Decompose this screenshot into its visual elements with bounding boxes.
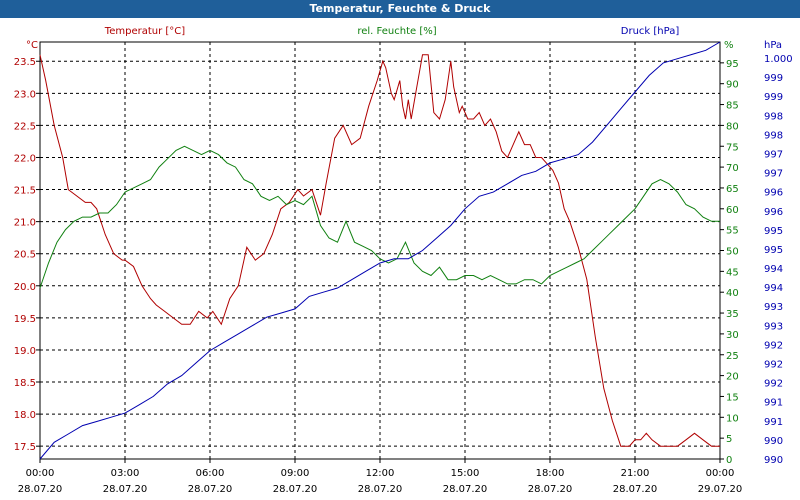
pressure-axis-tick-label: 990 xyxy=(764,436,783,447)
x-axis-tick-label-date: 28.07.20 xyxy=(443,484,488,495)
pressure-axis-tick-label: 998 xyxy=(764,130,783,141)
humidity-axis-tick-label: 35 xyxy=(726,309,739,320)
x-axis-tick-label-time: 18:00 xyxy=(536,468,565,479)
x-axis-tick-label-time: 12:00 xyxy=(366,468,395,479)
humidity-axis-tick-label: 40 xyxy=(726,288,739,299)
pressure-axis-tick-label: 998 xyxy=(764,111,783,122)
humidity-axis-tick-label: 10 xyxy=(726,413,739,424)
pressure-axis-tick-label: 992 xyxy=(764,360,783,371)
x-axis-tick-label-time: 00:00 xyxy=(706,468,735,479)
series-lines xyxy=(39,41,721,460)
legend-humidity: rel. Feuchte [%] xyxy=(357,26,436,37)
legend-pressure: Druck [hPa] xyxy=(621,26,680,37)
pressure-axis-tick-label: 992 xyxy=(764,340,783,351)
x-axis-tick-label-time: 21:00 xyxy=(621,468,650,479)
pressure-axis-tick-label: 990 xyxy=(764,455,783,466)
pressure-axis-tick-label: 994 xyxy=(764,264,783,275)
humidity-axis-tick-label: 85 xyxy=(726,101,739,112)
x-axis-tick-label-time: 00:00 xyxy=(26,468,55,479)
humidity-axis-tick-label: 70 xyxy=(726,163,739,174)
pressure-axis-tick-label: 997 xyxy=(764,169,783,180)
x-axis-tick-label-date: 28.07.20 xyxy=(613,484,658,495)
x-axis-tick-label-time: 15:00 xyxy=(451,468,480,479)
x-axis-tick-label-date: 29.07.20 xyxy=(698,484,743,495)
pressure-axis-tick-label: 1.000 xyxy=(764,54,793,65)
humidity-axis-tick-label: 20 xyxy=(726,372,739,383)
axis-headers: °C Temperatur [°C] rel. Feuchte [%] Druck [… xyxy=(26,26,782,51)
series-line-temperature xyxy=(39,54,720,447)
pressure-axis-unit: hPa xyxy=(764,40,782,51)
plot-area xyxy=(39,41,721,460)
humidity-axis-tick-label: 45 xyxy=(726,267,739,278)
left-axis-tick-label: 20.5 xyxy=(14,250,36,261)
x-axis-tick-label-time: 03:00 xyxy=(111,468,140,479)
legend-temperature: Temperatur [°C] xyxy=(104,26,185,37)
humidity-axis-tick-label: 60 xyxy=(726,205,739,216)
left-axis-tick-label: 17.5 xyxy=(14,442,36,453)
x-axis-tick-label-time: 09:00 xyxy=(281,468,310,479)
left-axis-tick-label: 22.0 xyxy=(14,153,36,164)
left-axis-tick-label: 20.0 xyxy=(14,282,36,293)
left-axis-tick-label: 23.0 xyxy=(14,89,36,100)
pressure-axis-tick-label: 999 xyxy=(764,92,783,103)
left-axis-tick-label: 22.5 xyxy=(14,121,36,132)
humidity-axis-tick-label: 0 xyxy=(726,455,732,466)
left-axis-tick-label: 18.0 xyxy=(14,410,36,421)
chart-title: Temperatur, Feuchte & Druck xyxy=(0,0,800,18)
pressure-axis-tick-label: 995 xyxy=(764,245,783,256)
humidity-axis-tick-label: 15 xyxy=(726,392,739,403)
pressure-axis-tick-label: 992 xyxy=(764,379,783,390)
pressure-axis-tick-label: 997 xyxy=(764,149,783,160)
series-line-humidity xyxy=(39,145,720,289)
x-axis-tick-label-date: 28.07.20 xyxy=(18,484,63,495)
x-axis-tick-label-date: 28.07.20 xyxy=(528,484,573,495)
left-axis-tick-label: 21.0 xyxy=(14,218,36,229)
pressure-axis-ticks: 990 990 991 991 992 992 992 993 993 994 994 995 995 9… xyxy=(764,54,793,466)
x-axis-tick-label-date: 28.07.20 xyxy=(273,484,318,495)
humidity-axis-tick-label: 80 xyxy=(726,121,739,132)
humidity-axis-tick-label: 25 xyxy=(726,351,739,362)
humidity-axis-tick-label: 95 xyxy=(726,59,739,70)
humidity-axis-tick-label: 50 xyxy=(726,247,739,258)
pressure-axis-tick-label: 996 xyxy=(764,188,783,199)
humidity-axis-tick-label: 30 xyxy=(726,330,739,341)
pressure-axis-tick-label: 993 xyxy=(764,321,783,332)
x-axis-tick-label-date: 28.07.20 xyxy=(188,484,233,495)
pressure-axis-tick-label: 999 xyxy=(764,73,783,84)
pressure-axis-tick-label: 994 xyxy=(764,283,783,294)
left-axis-ticks: 17.5 18.0 18.5 19.0 19.5 20.0 20.5 21.0 21.5 22.0… xyxy=(14,57,40,453)
x-axis-tick-label-date: 28.07.20 xyxy=(103,484,148,495)
left-axis-unit: °C xyxy=(26,40,38,51)
humidity-axis-tick-label: 5 xyxy=(726,434,732,445)
left-axis-tick-label: 21.5 xyxy=(14,186,36,197)
left-axis-tick-label: 19.5 xyxy=(14,314,36,325)
pressure-axis-tick-label: 995 xyxy=(764,226,783,237)
humidity-axis-tick-label: 65 xyxy=(726,184,739,195)
chart: 17.5 18.0 18.5 19.0 19.5 20.0 20.5 21.0 21.5 22.0… xyxy=(14,26,793,495)
humidity-axis-tick-label: 90 xyxy=(726,80,739,91)
pressure-axis-tick-label: 996 xyxy=(764,207,783,218)
pressure-axis-tick-label: 993 xyxy=(764,302,783,313)
humidity-axis-ticks: 0 5 10 15 20 25 30 35 40 45 50 55 60 65 70 75 80 85 90 95 xyxy=(720,59,739,466)
pressure-axis-tick-label: 991 xyxy=(764,417,783,428)
left-axis-tick-label: 18.5 xyxy=(14,378,36,389)
x-axis-ticks: 00:00 28.07.20 03:00 28.07.20 06:00 28.07.20 0… xyxy=(18,459,743,495)
left-axis-tick-label: 23.5 xyxy=(14,57,36,68)
series-line-pressure xyxy=(39,41,721,460)
humidity-axis-tick-label: 75 xyxy=(726,142,739,153)
humidity-axis-unit: % xyxy=(724,40,734,51)
x-axis-tick-label-time: 06:00 xyxy=(196,468,225,479)
x-axis-tick-label-date: 28.07.20 xyxy=(358,484,403,495)
left-axis-tick-label: 19.0 xyxy=(14,346,36,357)
humidity-axis-tick-label: 55 xyxy=(726,226,739,237)
pressure-axis-tick-label: 991 xyxy=(764,398,783,409)
